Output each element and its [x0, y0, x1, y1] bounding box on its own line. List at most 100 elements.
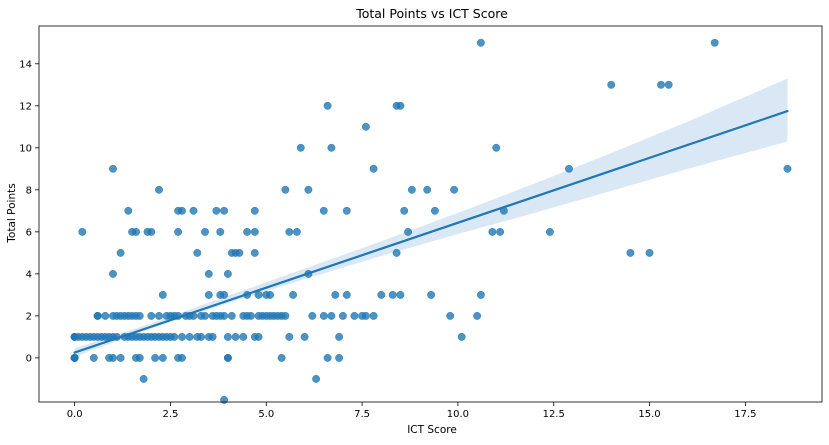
data-point: [185, 332, 194, 341]
data-point: [155, 185, 163, 194]
confidence-band-layer: [74, 78, 788, 357]
data-point: [338, 311, 347, 320]
data-point: [335, 353, 344, 362]
data-point: [212, 206, 221, 215]
data-point: [189, 206, 198, 215]
regression-line: [73, 109, 789, 354]
data-point: [565, 164, 573, 173]
data-point: [327, 143, 336, 152]
data-point: [304, 185, 313, 194]
data-point: [216, 227, 225, 236]
data-point: [308, 311, 317, 320]
data-point: [151, 353, 160, 362]
data-point: [292, 227, 301, 236]
data-point: [400, 206, 409, 215]
confidence-band: [74, 78, 788, 357]
data-point: [369, 311, 378, 320]
data-point: [78, 227, 87, 236]
chart-title: Total Points vs ICT Score: [355, 6, 508, 21]
y-tick-label: 4: [26, 269, 32, 280]
data-point: [645, 248, 654, 257]
data-point: [109, 353, 117, 362]
x-tick-label: 2.5: [163, 409, 179, 420]
data-point: [147, 311, 156, 320]
data-point: [369, 164, 378, 173]
data-point: [361, 122, 370, 131]
data-point: [392, 248, 401, 257]
data-point: [323, 101, 332, 110]
x-tick-label: 12.5: [543, 409, 565, 420]
data-point: [109, 269, 117, 278]
y-tick-label: 14: [19, 59, 32, 70]
data-point: [243, 227, 252, 236]
data-point: [361, 311, 370, 320]
data-point: [158, 290, 167, 299]
data-point: [147, 227, 156, 236]
data-point: [239, 332, 248, 341]
plot-frame: [38, 25, 823, 403]
data-point: [488, 227, 497, 236]
data-point: [476, 38, 485, 47]
data-point: [312, 374, 321, 383]
data-point: [350, 311, 359, 320]
data-point: [396, 101, 405, 110]
y-tick-label: 10: [19, 143, 32, 154]
x-tick-label: 10.0: [447, 409, 469, 420]
data-point: [220, 311, 229, 320]
x-tick-label: 7.5: [354, 409, 370, 420]
data-point: [404, 227, 413, 236]
data-point: [250, 248, 259, 257]
data-point: [657, 80, 665, 89]
data-point: [250, 206, 259, 215]
data-point: [254, 332, 263, 341]
data-point: [476, 290, 485, 299]
data-point: [277, 353, 286, 362]
data-point: [331, 290, 340, 299]
data-point: [607, 80, 616, 89]
data-point: [285, 332, 294, 341]
data-point: [116, 353, 125, 362]
data-point: [223, 353, 232, 362]
y-tick-label: 8: [26, 185, 32, 196]
data-point: [664, 80, 673, 89]
data-point: [139, 374, 148, 383]
data-point: [319, 206, 328, 215]
data-point: [101, 311, 110, 320]
data-point: [388, 290, 397, 299]
data-point: [227, 311, 236, 320]
data-point: [246, 311, 255, 320]
data-point: [430, 206, 439, 215]
data-point: [250, 227, 259, 236]
x-axis: 0.0 2.5 5.0 7.5 10.0 12.5 15.0 17.5: [67, 402, 756, 420]
data-point: [783, 164, 792, 173]
data-point: [204, 269, 213, 278]
data-point: [70, 353, 79, 362]
y-tick-label: 0: [26, 353, 32, 364]
data-point: [396, 290, 405, 299]
data-point: [135, 311, 144, 320]
data-point: [231, 332, 240, 341]
data-point: [266, 290, 275, 299]
data-point: [300, 332, 309, 341]
data-point: [285, 227, 294, 236]
data-point: [158, 353, 167, 362]
data-point: [178, 332, 186, 341]
data-point: [545, 227, 554, 236]
x-tick-label: 17.5: [734, 409, 756, 420]
data-point: [281, 311, 290, 320]
data-point: [254, 290, 263, 299]
data-point: [296, 143, 305, 152]
regression-line-layer: [73, 109, 789, 354]
x-tick-label: 5.0: [258, 409, 274, 420]
data-point: [135, 353, 144, 362]
data-point: [201, 227, 209, 236]
data-point: [220, 206, 229, 215]
data-point: [223, 332, 232, 341]
data-point: [289, 290, 298, 299]
data-point: [116, 248, 125, 257]
data-point: [450, 185, 459, 194]
data-point: [93, 311, 102, 320]
data-point: [446, 311, 455, 320]
